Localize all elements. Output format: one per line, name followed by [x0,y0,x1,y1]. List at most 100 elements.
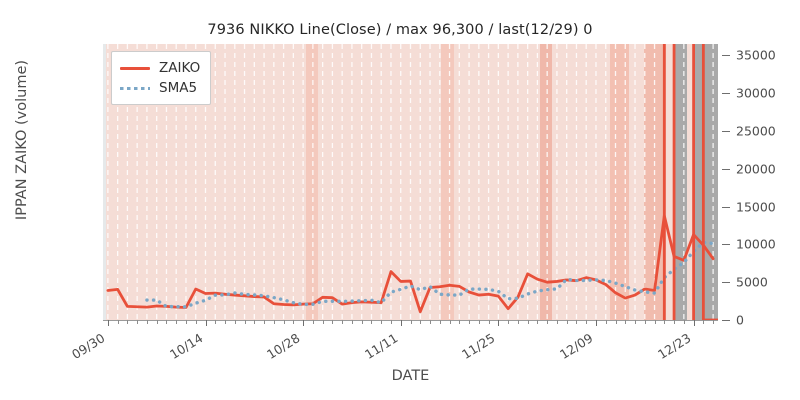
x-tick-minor [703,320,705,324]
x-tick-minor [674,320,676,324]
x-tick-minor [556,320,558,324]
x-tick-minor [449,320,451,324]
x-tick-minor [146,320,148,324]
x-tick-minor [586,320,588,324]
x-tick-major [205,320,207,326]
x-tick-minor [381,320,383,324]
x-tick-minor [244,320,246,324]
highlight-band [693,44,718,320]
x-tick-minor [547,320,549,324]
x-tick-label: 11/25 [459,330,498,363]
y-tick-label: 15000 [736,199,776,215]
x-tick-minor [527,320,529,324]
plot-area [103,44,718,320]
chart-legend: ZAIKO SMA5 [111,51,212,105]
legend-label-sma5: SMA5 [159,80,198,96]
x-tick-minor [683,320,685,324]
series-paths [106,44,718,320]
x-tick-label: 10/14 [166,330,205,363]
x-tick-minor [644,320,646,324]
zaiko-line-swatch-icon [120,61,150,75]
highlight-band [441,44,454,320]
x-tick-minor [478,320,480,324]
x-tick-minor [430,320,432,324]
x-tick-minor [351,320,353,324]
y-tick-label: 20000 [736,161,776,177]
x-tick-minor [342,320,344,324]
y-tick-mark [722,55,730,57]
x-tick-minor [576,320,578,324]
x-tick-minor [508,320,510,324]
x-tick-minor [488,320,490,324]
x-tick-major [693,320,695,326]
x-tick-minor [361,320,363,324]
y-tick-label: 10000 [736,236,776,252]
highlight-band [539,44,552,320]
x-tick-minor [117,320,119,324]
y-tick-mark [722,282,730,284]
x-tick-label: 11/11 [361,330,401,363]
x-tick-minor [654,320,656,324]
x-tick-minor [625,320,627,324]
x-tick-minor [469,320,471,324]
y-tick-mark [722,206,730,208]
x-tick-label: 12/09 [556,330,596,363]
series-line-sma5 [145,240,715,309]
legend-item-zaiko[interactable]: ZAIKO [120,58,200,78]
x-tick-major [498,320,500,326]
y-tick-mark [722,130,730,132]
x-tick-minor [234,320,236,324]
x-tick-label: 10/28 [264,330,303,363]
series-layer [103,44,718,320]
x-tick-minor [390,320,392,324]
y-tick-mark [722,244,730,246]
x-tick-major [595,320,597,326]
x-tick-minor [332,320,334,324]
legend-item-sma5[interactable]: SMA5 [120,78,200,98]
y-tick-label: 0 [736,312,744,328]
y-tick-label: 35000 [736,47,776,63]
x-tick-minor [517,320,519,324]
y-tick-mark [722,168,730,170]
x-tick-label: 12/23 [654,330,694,363]
series-line-zaiko [106,214,715,314]
x-tick-major [400,320,402,326]
sma5-line-swatch-icon [120,81,150,95]
highlight-band [103,44,107,320]
x-tick-minor [225,320,227,324]
x-tick-minor [312,320,314,324]
chart-title: 7936 NIKKO Line(Close) / max 96,300 / la… [207,22,593,38]
x-tick-minor [176,320,178,324]
x-tick-minor [185,320,187,324]
x-tick-minor [156,320,158,324]
x-tick-minor [371,320,373,324]
x-tick-label: 09/30 [68,330,108,363]
x-tick-minor [166,320,168,324]
x-tick-major [303,320,305,326]
x-tick-minor [420,320,422,324]
x-tick-minor [439,320,441,324]
x-tick-minor [410,320,412,324]
x-tick-minor [127,320,129,324]
x-tick-minor [713,320,715,324]
x-tick-minor [273,320,275,324]
x-axis-label: DATE [391,368,430,384]
x-tick-minor [195,320,197,324]
x-tick-minor [283,320,285,324]
x-tick-minor [264,320,266,324]
x-tick-minor [537,320,539,324]
x-tick-minor [615,320,617,324]
x-tick-major [107,320,109,326]
x-tick-minor [215,320,217,324]
x-tick-minor [459,320,461,324]
x-tick-minor [137,320,139,324]
x-tick-minor [293,320,295,324]
highlight-band [305,44,319,320]
x-tick-minor [322,320,324,324]
x-tick-minor [254,320,256,324]
x-tick-minor [605,320,607,324]
x-tick-minor [635,320,637,324]
x-tick-minor [566,320,568,324]
y-tick-label: 25000 [736,123,776,139]
